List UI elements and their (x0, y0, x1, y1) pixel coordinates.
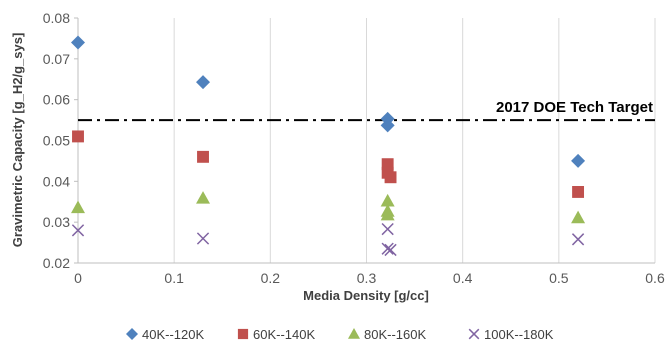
x-tick-label: 0.4 (453, 270, 473, 286)
data-point (384, 243, 397, 257)
x-marker-stroke (381, 222, 394, 236)
data-point (384, 171, 397, 184)
data-point (381, 158, 394, 171)
x-axis-title: Media Density [g/cc] (303, 288, 429, 303)
x-marker-stroke (384, 243, 397, 257)
y-tick-label: 0.07 (43, 51, 70, 67)
legend-item: 80K--160K (348, 327, 426, 342)
y-tick-label: 0.08 (43, 10, 70, 26)
x-marker-stroke (571, 233, 585, 246)
data-points (71, 35, 586, 257)
x-tick-label: 0.1 (164, 270, 184, 286)
legend-label: 40K--120K (142, 327, 204, 342)
y-tick-label: 0.06 (43, 92, 70, 108)
data-point (380, 193, 395, 207)
legend-marker (468, 328, 480, 340)
x-tick-label: 0.3 (357, 270, 377, 286)
series-3 (71, 191, 586, 224)
data-point (571, 153, 586, 168)
y-tick-label: 0.05 (43, 133, 70, 149)
x-marker-stroke (196, 232, 210, 245)
data-point (196, 191, 211, 204)
x-marker-stroke (381, 242, 394, 255)
data-point (571, 210, 586, 224)
legend-label: 60K--140K (253, 327, 315, 342)
data-point (572, 186, 585, 198)
legend: 40K--120K 60K--140K 80K--160K 100K--180K (126, 327, 554, 342)
series-4 (71, 222, 585, 257)
grid (173, 18, 656, 263)
legend-item: 40K--120K (126, 327, 204, 342)
data-point (381, 242, 394, 255)
data-point (196, 75, 211, 90)
y-tick-label: 0.02 (43, 255, 70, 271)
data-point (71, 200, 85, 214)
data-point (196, 232, 210, 245)
legend-item: 100K--180K (468, 327, 554, 342)
legend-marker (348, 328, 360, 339)
data-point (380, 207, 395, 221)
data-point (380, 118, 395, 133)
data-point (71, 224, 85, 237)
legend-label: 80K--160K (364, 327, 426, 342)
x-tick-label: 0.5 (549, 270, 569, 286)
legend-item: 60K--140K (237, 327, 315, 342)
x-tick-label: 0.2 (261, 270, 281, 286)
tick-labels: 0 0.1 0.2 0.3 0.4 0.5 0.6 0.02 0.03 0.04 0.05 0.06 0… (43, 10, 665, 286)
series-2 (72, 130, 585, 198)
data-point (571, 233, 585, 246)
x-tick-label: 0 (74, 270, 82, 286)
axes (74, 17, 655, 264)
y-tick-label: 0.03 (43, 214, 70, 230)
x-tick-label: 0.6 (645, 270, 665, 286)
legend-marker (237, 328, 249, 340)
legend-label: 100K--180K (484, 327, 554, 342)
data-point (72, 130, 84, 143)
data-point (71, 35, 85, 50)
y-axis-title: Gravimetric Capacity [g_H2/g_sys] (10, 33, 25, 248)
x-marker-stroke (468, 328, 480, 340)
series-1 (71, 35, 586, 168)
reference-line-group: 2017 DOE Tech Target (78, 99, 655, 122)
data-point (381, 222, 394, 236)
data-point (197, 150, 209, 163)
x-marker-stroke (71, 224, 85, 237)
y-tick-label: 0.04 (43, 173, 70, 189)
legend-marker (126, 328, 138, 340)
reference-line-label: 2017 DOE Tech Target (496, 99, 653, 116)
